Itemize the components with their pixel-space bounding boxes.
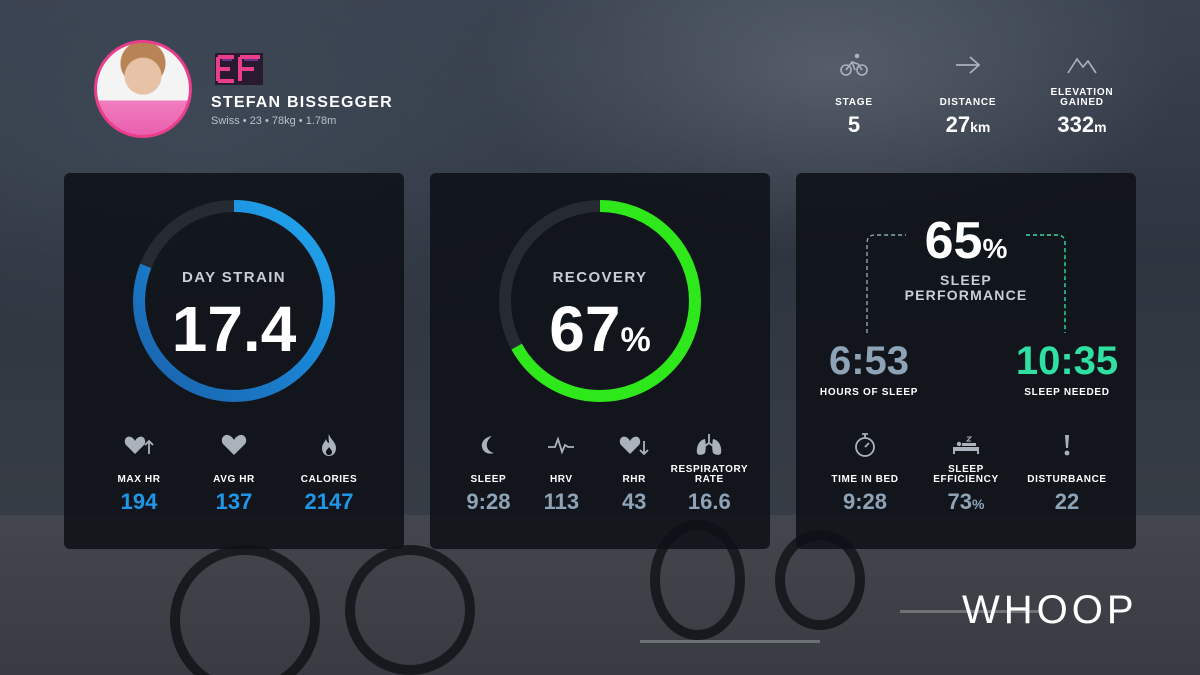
sleep-efficiency-value: 73 <box>947 489 973 514</box>
sleep-bracket <box>866 234 1066 333</box>
max-hr-value: 194 <box>120 489 158 514</box>
heart-icon <box>221 434 247 455</box>
exclamation-icon <box>1064 435 1070 456</box>
moon-icon <box>482 436 495 454</box>
heart-up-icon <box>124 436 154 454</box>
rhr-value: 43 <box>621 489 647 514</box>
stage-stat-distance: DISTANCE 27km <box>918 52 1018 138</box>
avg-hr-label: AVG HR <box>213 474 255 485</box>
hrv-icon <box>548 436 575 455</box>
stage-stat-elevation: ELEVATION GAINED 332m <box>1032 52 1132 138</box>
recovery-value: 67 <box>549 293 621 365</box>
bike-wheel <box>170 545 320 675</box>
elevation-unit: m <box>1094 119 1107 135</box>
distance-label: DISTANCE <box>939 97 997 108</box>
sleep-needed-value: 10:35 <box>1015 339 1119 383</box>
athlete-name: STEFAN BISSEGGER <box>211 94 393 111</box>
strain-value: 17.4 <box>171 293 297 365</box>
avg-hr-value: 137 <box>215 489 253 514</box>
sleep-needed-label: SLEEP NEEDED <box>1024 387 1110 398</box>
time-in-bed-value: 9:28 <box>842 489 888 514</box>
disturbance-value: 22 <box>1054 489 1080 514</box>
sleep-value: 9:28 <box>466 489 511 514</box>
calories-value: 2147 <box>304 489 354 514</box>
time-in-bed-label: TIME IN BED <box>831 474 899 485</box>
lungs-icon <box>697 434 722 455</box>
bike-wheel <box>345 545 475 675</box>
stat-rhr: RHR 43 <box>598 431 671 515</box>
brand-logo: WHOOP <box>962 588 1138 632</box>
respiratory-rate-value: 16.6 <box>687 489 731 514</box>
max-hr-label: MAX HR <box>117 474 161 485</box>
stat-disturbance: DISTURBANCE 22 <box>1022 431 1112 515</box>
stat-sleep: SLEEP 9:28 <box>452 431 525 515</box>
elevation-label: ELEVATION GAINED <box>1050 87 1114 108</box>
stat-max-hr: MAX HR 194 <box>94 431 184 515</box>
sleep-label: SLEEP <box>470 474 507 485</box>
strain-title: DAY STRAIN <box>181 269 287 286</box>
avatar <box>94 40 192 138</box>
stat-avg-hr: AVG HR 137 <box>189 431 279 515</box>
stat-sleep-efficiency: SLEEP EFFICIENCY 73% <box>921 431 1011 515</box>
cyclist-icon <box>840 53 868 76</box>
stat-time-in-bed: TIME IN BED 9:28 <box>820 431 910 515</box>
team-logo-icon <box>215 53 263 85</box>
sleep-efficiency-value-wrap: 73% <box>921 489 1011 515</box>
calories-label: CALORIES <box>300 474 358 485</box>
respiratory-rate-label: RESPIRATORY RATE <box>670 464 749 485</box>
stage-stat-stage: STAGE 5 <box>804 52 904 138</box>
sleep-efficiency-unit: % <box>972 496 985 512</box>
road-marking <box>900 610 1040 613</box>
sleep-stats: TIME IN BED 9:28 SLEEP EFFICIENCY 73% <box>820 431 1112 515</box>
recovery-card: RECOVERY 67% SLEEP 9:28 HRV 113 <box>430 173 770 549</box>
strain-ring: DAY STRAIN 17.4 <box>128 195 340 407</box>
stage-label: STAGE <box>835 97 873 108</box>
road-marking <box>640 640 820 643</box>
distance-unit: km <box>970 119 991 135</box>
disturbance-label: DISTURBANCE <box>1027 474 1107 485</box>
recovery-ring: RECOVERY 67% <box>494 195 706 407</box>
sleep-performance-label: SLEEP PERFORMANCE <box>904 272 1028 303</box>
recovery-ring-progress <box>499 200 701 402</box>
hrv-label: HRV <box>549 474 573 485</box>
heart-down-icon <box>619 436 649 456</box>
sleep-performance-value-wrap: 65% <box>796 213 1136 277</box>
sleep-performance-value: 65 <box>924 212 983 270</box>
day-strain-card: DAY STRAIN 17.4 MAX HR 194 AVG HR 137 <box>64 173 404 549</box>
elevation-value: 332 <box>1057 112 1095 137</box>
sleep-performance-unit: % <box>982 233 1008 264</box>
recovery-value-wrap: 67% <box>494 295 706 374</box>
sleep-card: 65% SLEEP PERFORMANCE 6:53 HOURS OF SLEE… <box>796 173 1136 549</box>
recovery-stats: SLEEP 9:28 HRV 113 RHR 43 <box>452 431 748 515</box>
stat-calories: CALORIES 2147 <box>284 431 374 515</box>
stage-value: 5 <box>847 112 861 137</box>
flame-icon <box>322 434 336 456</box>
mountain-icon <box>1067 57 1097 74</box>
hours-of-sleep-label: HOURS OF SLEEP <box>819 387 919 398</box>
arrow-right-icon <box>956 56 981 74</box>
strain-ring-progress <box>133 200 335 402</box>
recovery-title: RECOVERY <box>552 269 648 286</box>
rhr-label: RHR <box>622 474 646 485</box>
hrv-value: 113 <box>543 489 580 514</box>
athlete-info: Swiss • 23 • 78kg • 1.78m <box>211 115 337 127</box>
bed-icon <box>953 436 979 454</box>
stopwatch-icon <box>855 433 875 457</box>
distance-value: 27 <box>945 112 971 137</box>
stat-hrv: HRV 113 <box>525 431 598 515</box>
stat-respiratory-rate: RESPIRATORY RATE 16.6 <box>671 431 748 515</box>
sleep-efficiency-label: SLEEP EFFICIENCY <box>933 464 999 485</box>
hours-of-sleep-value: 6:53 <box>828 339 910 383</box>
strain-stats: MAX HR 194 AVG HR 137 CALORIES 2147 <box>94 431 374 515</box>
recovery-unit: % <box>620 321 651 359</box>
